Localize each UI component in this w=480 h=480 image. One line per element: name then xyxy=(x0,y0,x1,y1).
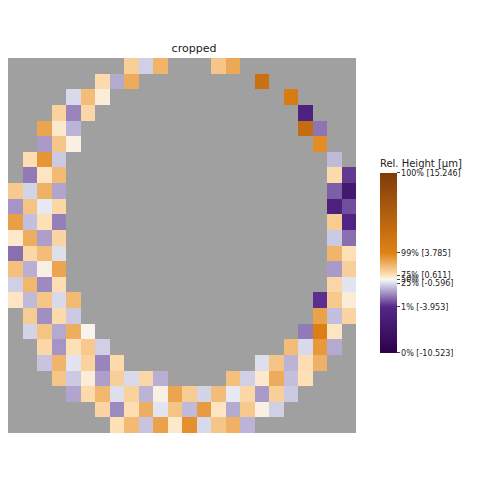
svg-text:50%: 50% xyxy=(401,275,419,284)
svg-text:Rel. Height [µm]: Rel. Height [µm] xyxy=(380,158,462,169)
svg-text:99% [3.785]: 99% [3.785] xyxy=(401,249,450,258)
svg-text:cropped: cropped xyxy=(172,42,217,55)
svg-text:1% [-3.953]: 1% [-3.953] xyxy=(401,303,448,312)
svg-text:75% [0.611]: 75% [0.611] xyxy=(401,271,450,280)
svg-text:25% [-0.596]: 25% [-0.596] xyxy=(401,279,453,288)
svg-text:0% [-10.523]: 0% [-10.523] xyxy=(401,349,453,358)
svg-text:100% [15.246]: 100% [15.246] xyxy=(401,169,461,178)
